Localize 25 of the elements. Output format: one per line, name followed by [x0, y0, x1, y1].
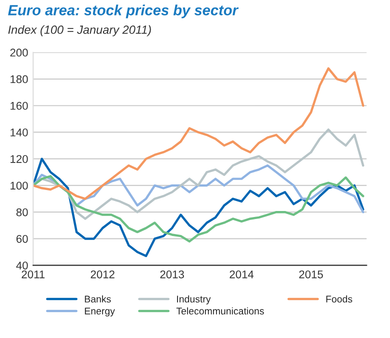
line-series	[33, 158, 364, 258]
legend-label: Telecommunications	[176, 307, 264, 314]
x-tick-label: 2011	[22, 270, 45, 278]
line-series	[33, 175, 364, 242]
y-tick-label: 180	[10, 75, 28, 84]
legend-label: Industry	[177, 295, 211, 304]
y-tick-label: 40	[16, 262, 28, 270]
y-tick-label: 200	[10, 48, 28, 57]
legend-label: Energy	[84, 308, 115, 316]
x-tick-label: 2013	[160, 270, 184, 278]
y-tick-label: 100	[10, 182, 28, 190]
line-series	[33, 164, 364, 214]
legend-label: Foods	[326, 295, 352, 303]
chart-title: Euro area: stock prices by sector	[8, 4, 239, 18]
y-tick-label: 120	[10, 155, 28, 163]
x-tick-label: 2012	[90, 270, 114, 278]
chart-subtitle: Index (100 = January 2011)	[8, 25, 151, 36]
y-tick-label: 80	[16, 208, 28, 216]
x-tick-label: 2015	[299, 270, 323, 278]
y-tick-label: 160	[10, 102, 28, 110]
x-tick-label: 2014	[230, 270, 254, 278]
line-series	[33, 67, 364, 200]
y-tick-label: 60	[16, 234, 28, 243]
y-tick-label: 140	[10, 128, 28, 136]
legend-label: Banks	[84, 295, 111, 303]
